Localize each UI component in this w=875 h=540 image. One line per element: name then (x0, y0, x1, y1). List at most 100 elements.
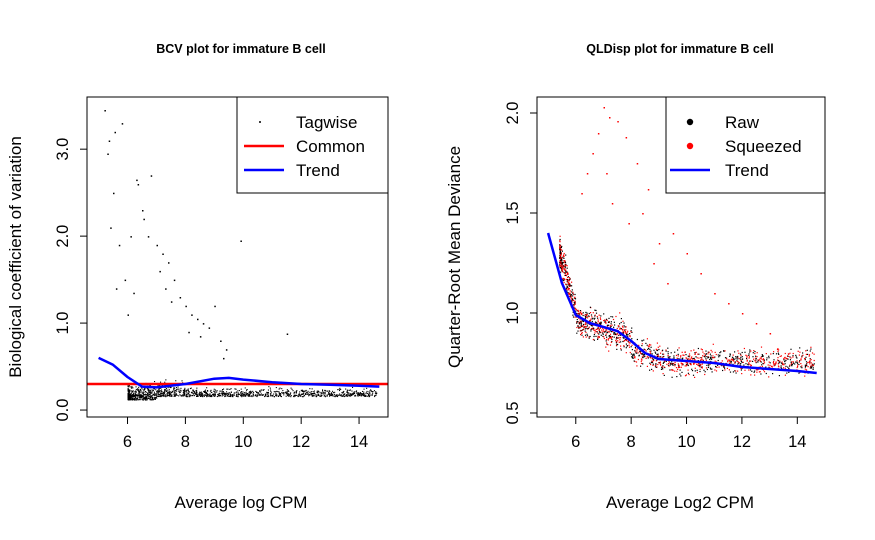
bcv-tagwise-point (214, 305, 216, 308)
bcv-tagwise-point (170, 393, 172, 395)
qldisp-raw-point (802, 352, 804, 354)
qldisp-squeezed-point (634, 356, 636, 358)
bcv-tagwise-point (301, 389, 303, 391)
qldisp-raw-point (634, 346, 636, 348)
bcv-tagwise-point (173, 279, 176, 282)
qldisp-raw-point (806, 363, 808, 365)
bcv-tagwise-point (315, 394, 317, 396)
bcv-tagwise-point (130, 399, 132, 401)
bcv-tagwise-point (175, 390, 177, 392)
qldisp-raw-point (582, 320, 584, 322)
qldisp-raw-point (561, 245, 563, 248)
bcv-tagwise-point (360, 394, 362, 396)
qldisp-raw-point (795, 356, 797, 358)
qldisp-squeezed-point (713, 357, 715, 359)
qldisp-raw-point (744, 351, 746, 353)
qldisp-raw-point (717, 359, 719, 362)
qldisp-raw-point (579, 310, 581, 312)
bcv-tagwise-point (311, 393, 313, 395)
qldisp-squeezed-point (746, 355, 748, 357)
qldisp-raw-point (668, 357, 670, 359)
qldisp-squeezed-point (810, 365, 812, 367)
qldisp-raw-point (638, 355, 640, 357)
qldisp-raw-point (564, 266, 566, 268)
qldisp-raw-point (736, 359, 738, 361)
qldisp-squeezed-point (629, 335, 631, 337)
bcv-tagwise-point (179, 391, 181, 393)
qldisp-raw-point (606, 343, 608, 345)
bcv-tagwise-point (154, 381, 156, 383)
qldisp-squeezed-point (800, 363, 802, 365)
bcv-tagwise-point (368, 394, 370, 396)
bcv-tagwise-point (260, 394, 262, 396)
bcv-tagwise-point (142, 391, 144, 393)
qldisp-squeezed-point (592, 153, 594, 155)
bcv-tagwise-point (143, 388, 145, 390)
bcv-tagwise-point (194, 393, 196, 395)
bcv-tagwise-point (162, 394, 164, 396)
qldisp-squeezed-point (777, 365, 780, 367)
qldisp-squeezed-point (591, 316, 593, 318)
qldisp-trend-line (546, 232, 817, 375)
qldisp-squeezed-point (592, 312, 594, 314)
qldisp-raw-point (593, 318, 595, 320)
bcv-tagwise-point (135, 394, 137, 396)
qldisp-squeezed-point (602, 330, 604, 332)
qldisp-squeezed-point (651, 357, 653, 359)
qldisp-raw-point (704, 371, 706, 373)
bcv-tagwise-point (333, 395, 335, 397)
qldisp-raw-point (600, 322, 602, 324)
bcv-tagwise-point (128, 390, 130, 392)
bcv-tagwise-point (169, 387, 171, 389)
qldisp-squeezed-point (634, 360, 636, 363)
bcv-tagwise-point (354, 395, 356, 397)
qldisp-raw-point (620, 349, 622, 351)
qldisp-squeezed-point (686, 364, 688, 366)
bcv-tagwise-point (278, 393, 280, 395)
bcv-tagwise-point (296, 394, 298, 396)
qldisp-raw-point (741, 361, 743, 363)
bcv-tagwise-point (368, 391, 370, 393)
bcv-tagwise-point (235, 395, 237, 397)
bcv-tagwise-point (180, 389, 182, 391)
qldisp-squeezed-point (750, 364, 752, 366)
qldisp-squeezed-point (584, 324, 586, 326)
bcv-tagwise-point (139, 397, 141, 399)
bcv-tagwise-point (305, 391, 307, 393)
qldisp-squeezed-point (568, 283, 570, 285)
bcv-tagwise-point (183, 392, 185, 394)
bcv-tagwise-point (151, 389, 153, 391)
qldisp-squeezed-point (570, 298, 572, 300)
qldisp-raw-point (622, 337, 624, 339)
qldisp-raw-point (762, 362, 764, 365)
bcv-tagwise-point (256, 392, 258, 394)
bcv-tagwise-point (241, 394, 243, 396)
qldisp-squeezed-point (625, 326, 627, 328)
qldisp-raw-point (788, 367, 790, 369)
qldisp-raw-point (765, 372, 767, 375)
qldisp-plot-title: QLDisp plot for immature B cell (586, 42, 774, 56)
qldisp-squeezed-point (737, 361, 739, 363)
qldisp-squeezed-point (599, 317, 601, 319)
qldisp-raw-point (679, 369, 681, 371)
bcv-tagwise-point (209, 393, 211, 395)
qldisp-squeezed-point (769, 367, 771, 369)
qldisp-raw-point (668, 356, 670, 359)
bcv-tagwise-point (146, 394, 148, 396)
bcv-tagwise-point (360, 393, 362, 395)
qldisp-raw-point (685, 354, 687, 356)
bcv-tagwise-point (346, 391, 348, 393)
qldisp-squeezed-point (796, 366, 798, 369)
qldisp-raw-point (723, 366, 725, 368)
bcv-tagwise-point (151, 398, 153, 400)
bcv-tagwise-point (311, 388, 313, 390)
qldisp-squeezed-point (678, 347, 680, 349)
qldisp-squeezed-point (585, 322, 587, 324)
bcv-tagwise-point (162, 393, 164, 395)
bcv-tagwise-point (164, 389, 166, 391)
qldisp-squeezed-point (563, 252, 565, 255)
qldisp-raw-point (574, 293, 576, 296)
qldisp-raw-point (781, 363, 783, 365)
qldisp-raw-point (574, 297, 576, 299)
bcv-tagwise-point (141, 398, 143, 400)
